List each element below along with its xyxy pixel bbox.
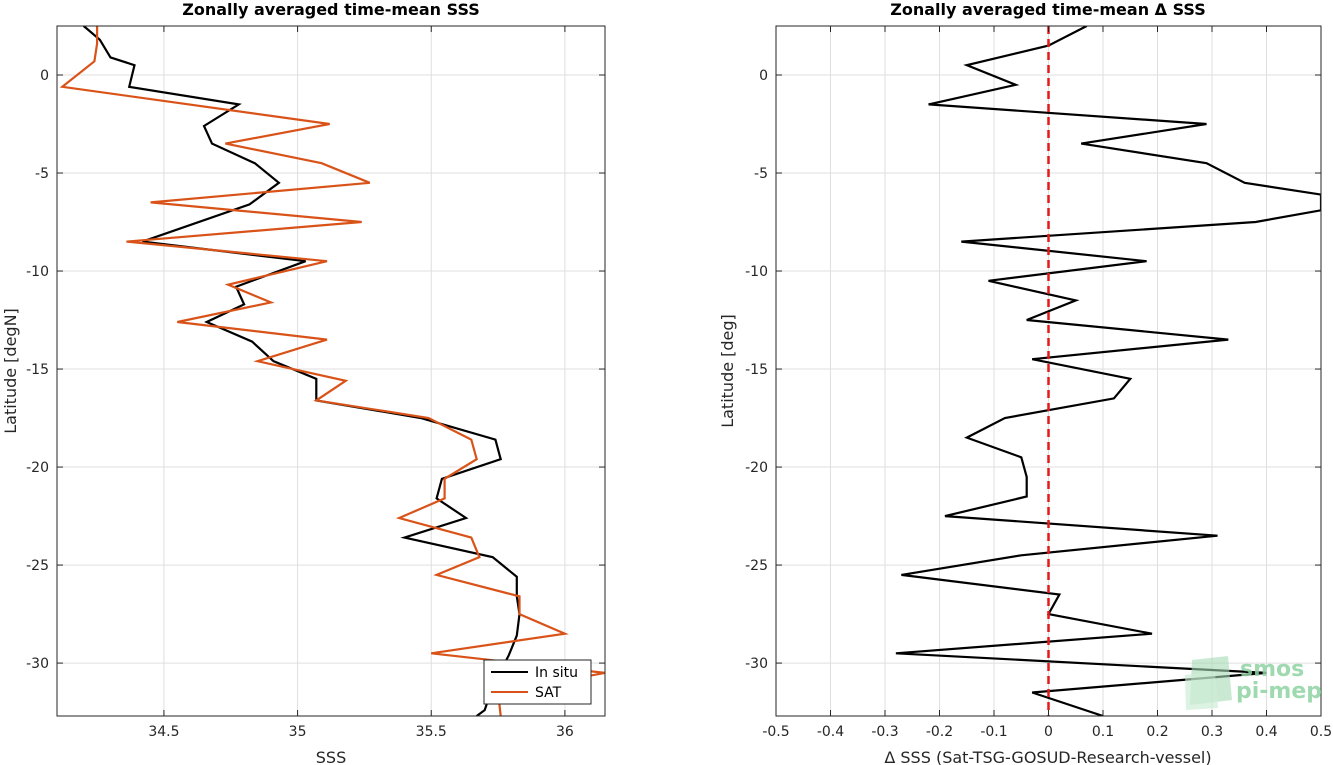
left-title: Zonally averaged time-mean SSS bbox=[182, 0, 480, 19]
right-x-tick-label: 0.3 bbox=[1201, 724, 1223, 740]
legend-label-sat: SAT bbox=[535, 685, 562, 701]
right-x-tick-label: 0.2 bbox=[1146, 724, 1168, 740]
right-y-axis-label: Latitude [deg] bbox=[718, 314, 737, 428]
left-y-tick-label: -15 bbox=[26, 362, 49, 378]
legend-label-in-situ: In situ bbox=[535, 665, 578, 681]
left-y-tick-label: -25 bbox=[26, 558, 49, 574]
logo-text-pi-mep: pi-mep bbox=[1236, 679, 1322, 704]
right-x-tick-label: -0.4 bbox=[817, 724, 844, 740]
logo-text-smos: smos bbox=[1240, 657, 1304, 682]
right-x-tick-label: -0.5 bbox=[762, 724, 789, 740]
logo-shape-2-icon bbox=[1185, 672, 1218, 710]
left-x-tick-label: 35 bbox=[289, 724, 307, 740]
right-title: Zonally averaged time-mean Δ SSS bbox=[890, 0, 1206, 19]
right-x-tick-label: 0.4 bbox=[1255, 724, 1277, 740]
left-y-tick-label: 0 bbox=[40, 68, 49, 84]
right-y-tick-label: -5 bbox=[754, 166, 768, 182]
left-x-tick-label: 36 bbox=[556, 724, 574, 740]
right-x-tick-label: 0.1 bbox=[1092, 724, 1114, 740]
right-x-axis-label: Δ SSS (Sat-TSG-GOSUD-Research-vessel) bbox=[884, 748, 1211, 765]
right-y-tick-label: -15 bbox=[745, 362, 768, 378]
right-y-tick-label: -20 bbox=[745, 460, 768, 476]
right-y-tick-label: -10 bbox=[745, 264, 768, 280]
legend-box bbox=[483, 659, 592, 705]
left-y-tick-label: -5 bbox=[35, 166, 49, 182]
smos-pi-mep-logo: smos pi-mep bbox=[1185, 656, 1322, 710]
right-x-tick-label: -0.2 bbox=[926, 724, 953, 740]
left-y-tick-label: -30 bbox=[26, 656, 49, 672]
right-line-series-0 bbox=[895, 26, 1321, 716]
legend: In situ SAT bbox=[483, 659, 592, 705]
left-x-tick-label: 34.5 bbox=[148, 724, 179, 740]
left-y-axis-label: Latitude [degN] bbox=[1, 308, 20, 434]
right-y-tick-label: -25 bbox=[745, 558, 768, 574]
left-line-sat bbox=[59, 26, 605, 716]
left-y-tick-label: -10 bbox=[26, 264, 49, 280]
right-y-tick-label: -30 bbox=[745, 656, 768, 672]
right-y-tick-label: 0 bbox=[759, 68, 768, 84]
right-x-tick-label: 0 bbox=[1044, 724, 1053, 740]
right-chart: -0.5 -0.4 -0.3 -0.2 -0.1 0 0.1 0.2 0.3 0.4 0.5 0 -5 -… bbox=[718, 0, 1332, 765]
right-x-tick-label: -0.3 bbox=[871, 724, 898, 740]
right-x-tick-label: 0.5 bbox=[1310, 724, 1332, 740]
left-x-axis-label: SSS bbox=[316, 748, 346, 765]
left-y-tick-label: -20 bbox=[26, 460, 49, 476]
left-chart: 34.5 35 35.5 36 0 -5 -10 -15 -20 -25 -30 Zonally a… bbox=[1, 0, 606, 765]
right-x-tick-label: -0.1 bbox=[980, 724, 1007, 740]
left-plot-frame bbox=[56, 25, 606, 717]
left-x-tick-label: 35.5 bbox=[416, 724, 447, 740]
